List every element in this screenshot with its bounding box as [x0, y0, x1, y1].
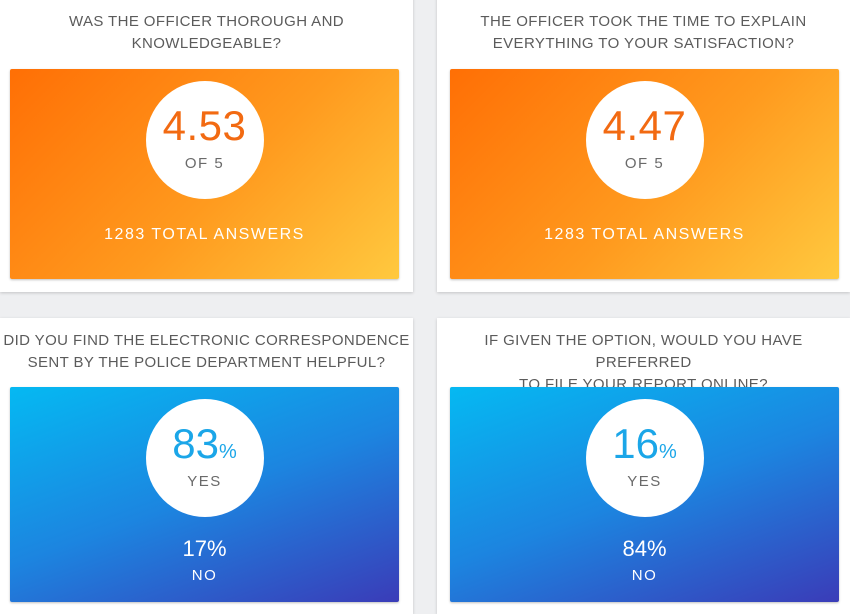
card-title-line: DID YOU FIND THE ELECTRONIC CORRESPONDEN…	[3, 332, 410, 349]
score-panel: 4.53 OF 5 1283 TOTAL ANSWERS	[10, 69, 399, 279]
no-label: NO	[191, 567, 218, 584]
percent-circle: 16% YES	[585, 399, 704, 517]
total-answers: 1283 TOTAL ANSWERS	[104, 226, 305, 243]
yes-label: YES	[187, 473, 222, 490]
percent-circle: 83% YES	[145, 399, 264, 517]
card-title-line: SENT BY THE POLICE DEPARTMENT HELPFUL?	[27, 354, 386, 371]
survey-card-online-report: IF GIVEN THE OPTION, WOULD YOU HAVE PREF…	[437, 318, 850, 614]
card-title: DID YOU FIND THE ELECTRONIC CORRESPONDEN…	[0, 330, 413, 374]
score-scale: OF 5	[184, 155, 225, 172]
score-circle: 4.47 OF 5	[585, 81, 704, 199]
average-score: 4.53	[162, 102, 247, 149]
card-title-line: EVERYTHING TO YOUR SATISFACTION?	[492, 35, 795, 52]
percent-unit: %	[218, 441, 237, 463]
card-title-line: KNOWLEDGEABLE?	[131, 35, 282, 52]
yes-percent-value: 16	[612, 420, 659, 467]
card-title-line: IF GIVEN THE OPTION, WOULD YOU HAVE PREF…	[484, 332, 803, 371]
percent-panel: 16% YES 84% NO	[450, 387, 839, 602]
survey-card-correspondence: DID YOU FIND THE ELECTRONIC CORRESPONDEN…	[0, 318, 413, 614]
card-title: WAS THE OFFICER THOROUGH AND KNOWLEDGEAB…	[0, 11, 413, 55]
card-title-line: WAS THE OFFICER THOROUGH AND	[68, 13, 345, 30]
no-percent: 84%	[622, 536, 667, 561]
survey-card-thoroughness: WAS THE OFFICER THOROUGH AND KNOWLEDGEAB…	[0, 0, 413, 292]
yes-percent: 83%	[146, 421, 264, 475]
percent-panel: 83% YES 17% NO	[10, 387, 399, 602]
score-scale: OF 5	[624, 155, 665, 172]
total-answers: 1283 TOTAL ANSWERS	[544, 226, 745, 243]
score-panel: 4.47 OF 5 1283 TOTAL ANSWERS	[450, 69, 839, 279]
card-title: THE OFFICER TOOK THE TIME TO EXPLAIN EVE…	[437, 11, 850, 55]
percent-unit: %	[658, 441, 677, 463]
card-title-line: THE OFFICER TOOK THE TIME TO EXPLAIN	[480, 13, 807, 30]
yes-label: YES	[627, 473, 662, 490]
survey-card-explanation: THE OFFICER TOOK THE TIME TO EXPLAIN EVE…	[437, 0, 850, 292]
yes-percent: 16%	[586, 421, 704, 475]
score-circle: 4.53 OF 5	[145, 81, 264, 199]
average-score: 4.47	[602, 102, 687, 149]
yes-percent-value: 83	[172, 420, 219, 467]
no-label: NO	[631, 567, 658, 584]
no-percent: 17%	[182, 536, 227, 561]
